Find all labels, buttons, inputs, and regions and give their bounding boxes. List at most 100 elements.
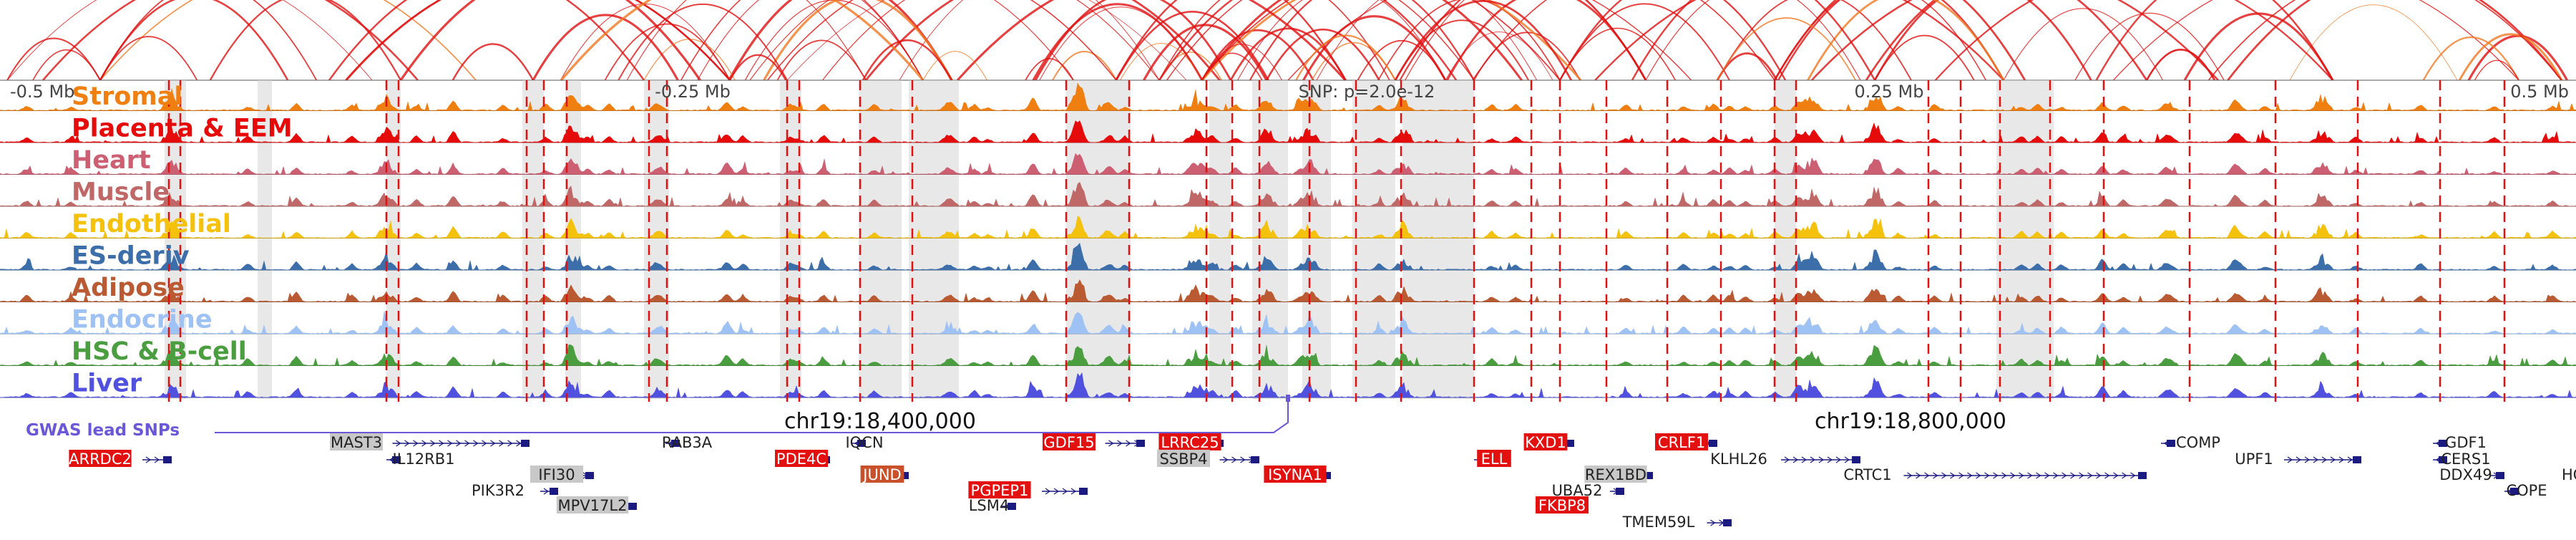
gene-highlight-isyna1: [1264, 466, 1327, 483]
gene-strand-arrow-mast3: [413, 440, 419, 447]
track-label-es-deriv: ES-deriv: [72, 242, 190, 271]
gene-label-il12rb1: IL12RB1: [393, 450, 455, 468]
gene-label-ddx49: DDX49: [2439, 466, 2492, 483]
gene-strand-arrow-mast3: [421, 440, 427, 447]
loop-arc-105: [560, 0, 924, 82]
loop-arc-109: [1394, 0, 1573, 81]
loop-arc-12: [1115, 0, 1347, 81]
loop-arc-22: [1405, 0, 1646, 81]
gene-strand-arrow-crtc1: [1933, 472, 1938, 479]
loop-arc-63: [643, 39, 736, 81]
axis-label-0: -0.5 Mb: [10, 82, 74, 102]
loop-arc-61: [1865, 0, 2148, 81]
track-label-endocrine: Endocrine: [72, 306, 213, 334]
loop-arc-108: [922, 51, 987, 81]
track-signal-placenta-eem: [0, 120, 2576, 143]
gene-exon-rex1bd: [1644, 472, 1653, 479]
track-label-stromal: Stromal: [72, 82, 182, 111]
gene-label-tmem59l: TMEM59L: [1622, 514, 1695, 531]
gene-exon-uba52: [1616, 488, 1624, 495]
loop-arc-40: [328, 0, 645, 81]
loop-arc-88: [1158, 0, 1390, 81]
gene-strand-arrow-pgpep1: [1045, 488, 1051, 495]
loop-arc-106: [1201, 44, 1282, 81]
loop-arc-65: [2227, 0, 2563, 81]
gene-strand-arrow-klhl26: [1827, 456, 1833, 463]
loop-arc-70: [1302, 15, 1447, 81]
loop-arc-21: [560, 4, 731, 81]
gene-label-jund: JUND: [862, 466, 901, 483]
gene-exon-arrdc2: [163, 456, 172, 463]
gene-strand-arrow-crtc1: [2122, 472, 2127, 479]
gene-strand-arrow-pgpep1: [1062, 488, 1068, 495]
gene-exon-upf1: [2353, 456, 2361, 463]
gene-strand-arrow-upf1: [2321, 456, 2328, 463]
loop-arc-69: [1811, 0, 2219, 81]
gene-strand-arrow-upf1: [2296, 456, 2302, 463]
loop-arc-9: [822, 0, 1160, 81]
gwas-label: GWAS lead SNPs: [26, 421, 180, 440]
gene-strand-arrow-mast3: [507, 440, 513, 447]
gene-strand-arrow-upf1: [2330, 456, 2336, 463]
track-label-adipose: Adipose: [72, 274, 185, 302]
shade-region-8: [909, 80, 959, 399]
loop-arc-117: [1166, 0, 1475, 81]
gene-strand-arrow-crtc1: [2010, 472, 2016, 479]
gene-strand-arrow-crtc1: [1984, 472, 1990, 479]
gene-strand-arrow-klhl26: [1818, 456, 1825, 463]
track-label-muscle: Muscle: [72, 178, 170, 207]
gene-label-ssbp4: SSBP4: [1159, 450, 1207, 468]
loop-arc-107: [1934, 0, 2333, 81]
loop-arc-32: [2112, 0, 2519, 81]
loop-arc-24: [749, 0, 1074, 81]
gene-highlight-crlf1: [1655, 433, 1708, 450]
loop-arc-2: [1265, 29, 1380, 81]
gene-strand-arrow-pgpep1: [1070, 488, 1077, 495]
track-signal-muscle: [0, 181, 2576, 207]
gene-strand-arrow-mast3: [473, 440, 479, 447]
gene-label-comp: COMP: [2176, 434, 2220, 451]
gene-strand-arrow-crtc1: [2104, 472, 2110, 479]
gene-strand-arrow-ssbp4: [1231, 456, 1237, 463]
gene-strand-arrow-crtc1: [1916, 472, 1921, 479]
loop-arc-58: [1472, 0, 1775, 81]
red-dashed-markers: [167, 80, 2506, 402]
gwas-lead-snps: GWAS lead SNPs: [26, 395, 1290, 440]
shade-region-15: [1996, 80, 2025, 399]
loop-arc-110: [2095, 0, 2334, 81]
loop-arc-101: [1716, 52, 1778, 81]
gene-label-iqcn: IQCN: [845, 434, 883, 451]
loop-arc-0: [99, 0, 477, 81]
gene-strand-arrow-upf1: [2338, 456, 2345, 463]
loop-arc-31: [728, 0, 953, 81]
shade-region-12: [1302, 80, 1331, 399]
gene-label-upf1: UPF1: [2235, 450, 2273, 468]
loop-arc-49: [766, 0, 1117, 81]
gene-exon-cope: [2510, 488, 2519, 495]
gene-strand-arrow-klhl26: [1810, 456, 1816, 463]
track-labels: Stromal Placenta & EEM Heart Muscle Endothel…: [72, 82, 293, 398]
track-label-liver: Liver: [72, 370, 142, 398]
gene-highlight-pgpep1: [968, 481, 1031, 498]
gene-highlight-arrdc2: [69, 450, 132, 467]
loop-arc-30: [99, 36, 198, 81]
gene-strand-arrow-mast3: [456, 440, 462, 447]
gene-strand-arrow-crtc1: [2036, 472, 2041, 479]
track-signal-stromal: [0, 82, 2576, 112]
gene-strand-arrow-crtc1: [2044, 472, 2050, 479]
gene-strand-arrow-mast3: [499, 440, 504, 447]
loop-arc-13: [899, 0, 1160, 81]
gene-label-cers1: CERS1: [2441, 450, 2490, 468]
gene-label-crlf1: CRLF1: [1658, 434, 1705, 451]
gwas-lead-snp-line: [215, 400, 1289, 433]
loop-arc-71: [1201, 0, 1582, 81]
gene-label-crtc1: CRTC1: [1843, 466, 1891, 483]
track-signal-endothelial: [0, 216, 2576, 238]
loop-arc-14: [99, 0, 318, 81]
loop-arc-68: [6, 37, 101, 81]
gene-exon-klhl26: [1852, 456, 1860, 463]
loop-arc-96: [1295, 34, 1396, 81]
gene-strand-arrow-klhl26: [1844, 456, 1850, 463]
loop-arc-73: [956, 0, 1347, 82]
loop-arc-114: [728, 54, 787, 81]
